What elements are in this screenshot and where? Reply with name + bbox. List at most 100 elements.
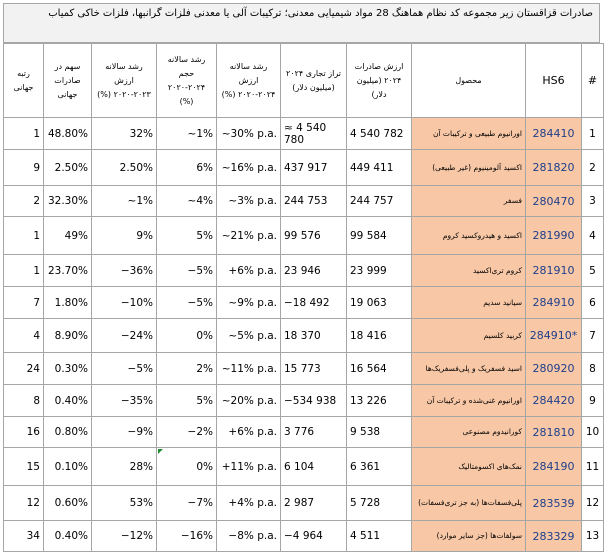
prod-cell[interactable]: کورانیدوم مصنوعی — [411, 416, 526, 448]
curr-cell[interactable]: ~5% p.a. — [216, 318, 281, 353]
idx-cell[interactable]: 6 — [581, 286, 604, 319]
sheet-title[interactable]: صادرات قزاقستان زیر مجموعه کد نظام هماهن… — [3, 3, 600, 43]
exp-cell[interactable]: 16 564 — [346, 352, 412, 385]
trade-cell[interactable]: ≈ 4 540 780 — [280, 117, 347, 150]
exp-cell[interactable]: 19 063 — [346, 286, 412, 319]
prod-cell[interactable]: کروم تری‌اکسید — [411, 254, 526, 287]
curr-cell[interactable]: +11% p.a. — [216, 447, 281, 486]
prod-cell[interactable]: اسید فسفریک و پلی‌فسفریک‌ها — [411, 352, 526, 385]
share-cell[interactable]: 23.70% — [43, 254, 92, 287]
exp-cell[interactable]: 5 728 — [346, 485, 412, 521]
volgr-cell[interactable]: 2% — [156, 352, 217, 385]
trade-cell[interactable]: 437 917 — [280, 149, 347, 186]
header-hs6[interactable]: HS6 — [525, 43, 582, 118]
volgr-cell[interactable]: −2% — [156, 416, 217, 448]
prod-cell[interactable]: پلی‌فسفات‌ها (به جز تری‌فسفات) — [411, 485, 526, 521]
valgr-cell[interactable]: −9% — [91, 416, 157, 448]
curr-cell[interactable]: ~20% p.a. — [216, 384, 281, 417]
rank-cell[interactable]: 1 — [3, 216, 44, 255]
rank-cell[interactable]: 34 — [3, 520, 44, 552]
exp-cell[interactable]: 6 361 — [346, 447, 412, 486]
curr-cell[interactable]: +6% p.a. — [216, 416, 281, 448]
volgr-cell[interactable]: 6% — [156, 149, 217, 186]
share-cell[interactable]: 0.60% — [43, 485, 92, 521]
share-cell[interactable]: 0.10% — [43, 447, 92, 486]
trade-cell[interactable]: −4 964 — [280, 520, 347, 552]
share-cell[interactable]: 0.40% — [43, 520, 92, 552]
prod-cell[interactable]: کربید کلسیم — [411, 318, 526, 353]
hs6-cell[interactable]: 281810 — [525, 416, 582, 448]
prod-cell[interactable]: اکسید آلومینیوم (غیر طبیعی) — [411, 149, 526, 186]
idx-cell[interactable]: 11 — [581, 447, 604, 486]
prod-cell[interactable]: اورانیوم طبیعی و ترکیبات آن — [411, 117, 526, 150]
valgr-cell[interactable]: ~1% — [91, 185, 157, 217]
hs6-cell[interactable]: 281990 — [525, 216, 582, 255]
share-cell[interactable]: 8.90% — [43, 318, 92, 353]
idx-cell[interactable]: 13 — [581, 520, 604, 552]
header-rank[interactable]: رتبه جهانی — [3, 43, 44, 118]
hs6-cell[interactable]: 281910 — [525, 254, 582, 287]
valgr-cell[interactable]: −5% — [91, 352, 157, 385]
header-value-growth[interactable]: رشد سالانه ارزش ۲۰۲۳-۲۰۲۰ (%) — [91, 43, 157, 118]
trade-cell[interactable]: 99 576 — [280, 216, 347, 255]
volgr-cell[interactable]: ~1% — [156, 117, 217, 150]
valgr-cell[interactable]: −24% — [91, 318, 157, 353]
volgr-cell[interactable]: −5% — [156, 286, 217, 319]
share-cell[interactable]: 49% — [43, 216, 92, 255]
trade-cell[interactable]: −18 492 — [280, 286, 347, 319]
exp-cell[interactable]: 23 999 — [346, 254, 412, 287]
header-product[interactable]: محصول — [411, 43, 526, 118]
valgr-cell[interactable]: −35% — [91, 384, 157, 417]
hs6-cell[interactable]: 284910 — [525, 286, 582, 319]
valgr-cell[interactable]: 2.50% — [91, 149, 157, 186]
curr-cell[interactable]: ~21% p.a. — [216, 216, 281, 255]
trade-cell[interactable]: 6 104 — [280, 447, 347, 486]
idx-cell[interactable]: 10 — [581, 416, 604, 448]
hs6-cell[interactable]: 283329 — [525, 520, 582, 552]
curr-cell[interactable]: ~11% p.a. — [216, 352, 281, 385]
idx-cell[interactable]: 8 — [581, 352, 604, 385]
exp-cell[interactable]: 99 584 — [346, 216, 412, 255]
rank-cell[interactable]: 15 — [3, 447, 44, 486]
hs6-cell[interactable]: 281820 — [525, 149, 582, 186]
share-cell[interactable]: 0.80% — [43, 416, 92, 448]
rank-cell[interactable]: 4 — [3, 318, 44, 353]
hs6-cell[interactable]: 284190 — [525, 447, 582, 486]
exp-cell[interactable]: 13 226 — [346, 384, 412, 417]
trade-cell[interactable]: 3 776 — [280, 416, 347, 448]
trade-cell[interactable]: 23 946 — [280, 254, 347, 287]
volgr-cell[interactable]: −5% — [156, 254, 217, 287]
header-exports[interactable]: ارزش صادرات ۲۰۲۴ (میلیون دلار) — [346, 43, 412, 118]
share-cell[interactable]: 48.80% — [43, 117, 92, 150]
prod-cell[interactable]: اکسید و هیدروکسید کروم — [411, 216, 526, 255]
volgr-cell[interactable]: 0% — [156, 318, 217, 353]
idx-cell[interactable]: 12 — [581, 485, 604, 521]
valgr-cell[interactable]: 28% — [91, 447, 157, 486]
prod-cell[interactable]: سیانید سدیم — [411, 286, 526, 319]
curr-cell[interactable]: ~16% p.a. — [216, 149, 281, 186]
prod-cell[interactable]: نمک‌های اکسومتالیک — [411, 447, 526, 486]
curr-cell[interactable]: ~30% p.a. — [216, 117, 281, 150]
share-cell[interactable]: 0.30% — [43, 352, 92, 385]
rank-cell[interactable]: 12 — [3, 485, 44, 521]
volgr-cell[interactable]: −7% — [156, 485, 217, 521]
rank-cell[interactable]: 24 — [3, 352, 44, 385]
trade-cell[interactable]: 18 370 — [280, 318, 347, 353]
valgr-cell[interactable]: 53% — [91, 485, 157, 521]
header-share[interactable]: سهم در صادرات جهانی — [43, 43, 92, 118]
hs6-cell[interactable]: 280470 — [525, 185, 582, 217]
exp-cell[interactable]: 4 511 — [346, 520, 412, 552]
share-cell[interactable]: 0.40% — [43, 384, 92, 417]
header-volume-growth[interactable]: رشد سالانه حجم ۲۰۲۴-۲۰۲۰ (%) — [156, 43, 217, 118]
header-annual-value-growth[interactable]: رشد سالانه ارزش ۲۰۲۴-۲۰۲۰ (%) — [216, 43, 281, 118]
header-trade-balance[interactable]: تراز تجاری ۲۰۲۴ (میلیون دلار) — [280, 43, 347, 118]
valgr-cell[interactable]: 32% — [91, 117, 157, 150]
trade-cell[interactable]: −534 938 — [280, 384, 347, 417]
curr-cell[interactable]: +4% p.a. — [216, 485, 281, 521]
exp-cell[interactable]: 4 540 782 — [346, 117, 412, 150]
curr-cell[interactable]: −8% p.a. — [216, 520, 281, 552]
hs6-cell[interactable]: 284910* — [525, 318, 582, 353]
header-index[interactable]: # — [581, 43, 604, 118]
volgr-cell[interactable]: 5% — [156, 216, 217, 255]
volgr-cell[interactable]: −16% — [156, 520, 217, 552]
